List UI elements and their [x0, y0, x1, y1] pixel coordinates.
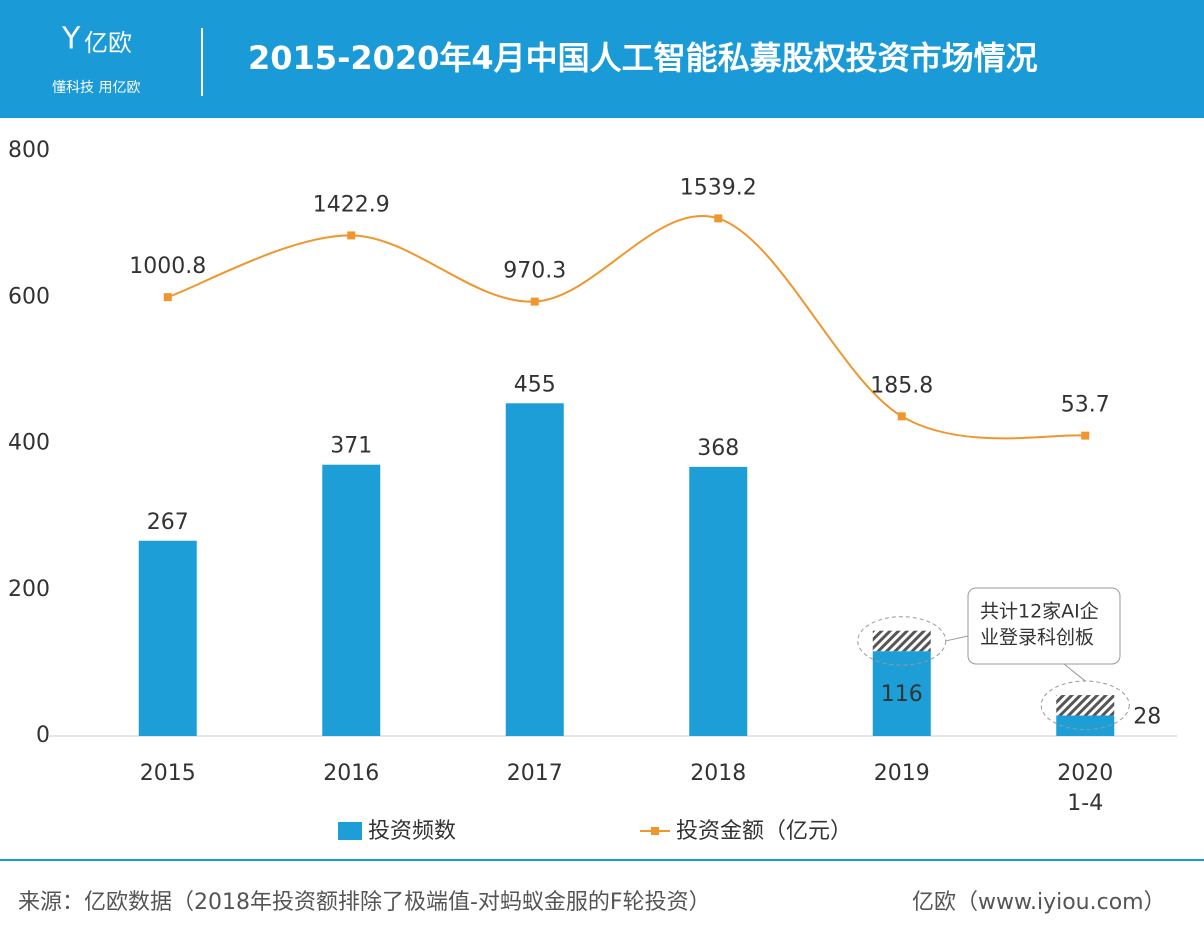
y-tick-label: 0 [36, 723, 50, 748]
x-tick-label: 2019 [874, 761, 930, 786]
x-tick-line: 1-4 [1067, 791, 1103, 816]
annotation: 共计12家AI企 [980, 601, 1099, 623]
x-tick-label: 2018 [690, 761, 746, 786]
bar-value-label: 267 [147, 510, 189, 535]
chart-title: 2015-2020年4月中国人工智能私募股权投资市场情况 [248, 39, 1038, 77]
bar-value-label: 455 [514, 372, 556, 397]
y-tick-label: 200 [8, 577, 50, 602]
legend-label: 投资金额（亿元） [676, 819, 852, 844]
callout-link [1063, 663, 1086, 682]
x-tick-label: 2016 [323, 761, 379, 786]
line-value-label: 1422.9 [313, 192, 390, 217]
y-tick-label: 800 [8, 138, 50, 163]
callout-link [945, 635, 969, 642]
line-value-label: 53.7 [1061, 393, 1110, 418]
x-tick-label: 2017 [507, 761, 563, 786]
bar-value-label: 116 [881, 682, 923, 707]
hatched-bar [872, 630, 931, 652]
bar [872, 651, 931, 736]
legend-label: 投资频数 [368, 819, 456, 844]
line-marker [897, 412, 906, 421]
bar [322, 464, 381, 736]
bar [505, 403, 564, 736]
x-tick-line: 2016 [323, 761, 379, 786]
site: 亿欧（www.iyiou.com） [912, 890, 1166, 915]
brand: 亿欧 [84, 29, 132, 57]
slogan: 懂科技 用亿欧 [52, 80, 140, 96]
bar-value-label: 368 [697, 436, 739, 461]
line [167, 215, 1086, 440]
y-tick-label: 600 [8, 284, 50, 309]
x-tick-line: 2017 [507, 761, 563, 786]
logo-mark: Y [61, 22, 81, 57]
bar [1056, 715, 1115, 736]
callout-box [967, 587, 1121, 665]
annotation: 业登录科创板 [980, 627, 1094, 649]
line-marker [530, 297, 539, 306]
x-tick-line: 2018 [690, 761, 746, 786]
line-value-label: 185.8 [870, 373, 933, 398]
x-tick-label: 2020 1-4 [1057, 761, 1113, 816]
source: 来源：亿欧数据（2018年投资额排除了极端值-对蚂蚁金服的F轮投资） [18, 890, 711, 915]
line-value-label: 1000.8 [129, 254, 206, 279]
x-tick-label: 2015 [140, 761, 196, 786]
hatched-bar [1056, 695, 1115, 716]
legend-swatch [338, 822, 362, 840]
bar [689, 466, 748, 736]
x-tick-line: 2015 [140, 761, 196, 786]
bar-value-label: 371 [330, 434, 372, 459]
line-marker [1081, 431, 1090, 440]
bar-value-label: 28 [1133, 705, 1161, 730]
line-marker [163, 293, 172, 302]
line-marker [714, 214, 723, 223]
legend-marker [651, 827, 659, 835]
line-value-label: 1539.2 [680, 175, 757, 200]
bar [138, 540, 197, 736]
line-value-label: 970.3 [503, 259, 566, 284]
line-marker [347, 231, 356, 240]
y-tick-label: 400 [8, 431, 50, 456]
header-band [0, 0, 1204, 118]
x-tick-line: 2019 [874, 761, 930, 786]
x-tick-line: 2020 [1057, 761, 1113, 786]
